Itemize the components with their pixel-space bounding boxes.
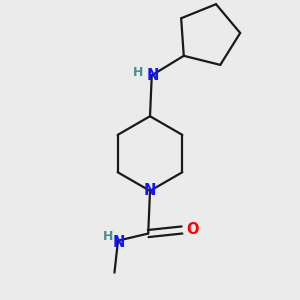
Text: N: N [146,68,159,83]
Text: H: H [133,66,143,79]
Text: N: N [113,235,125,250]
Text: N: N [144,183,156,198]
Text: O: O [186,223,199,238]
Text: H: H [103,230,113,243]
